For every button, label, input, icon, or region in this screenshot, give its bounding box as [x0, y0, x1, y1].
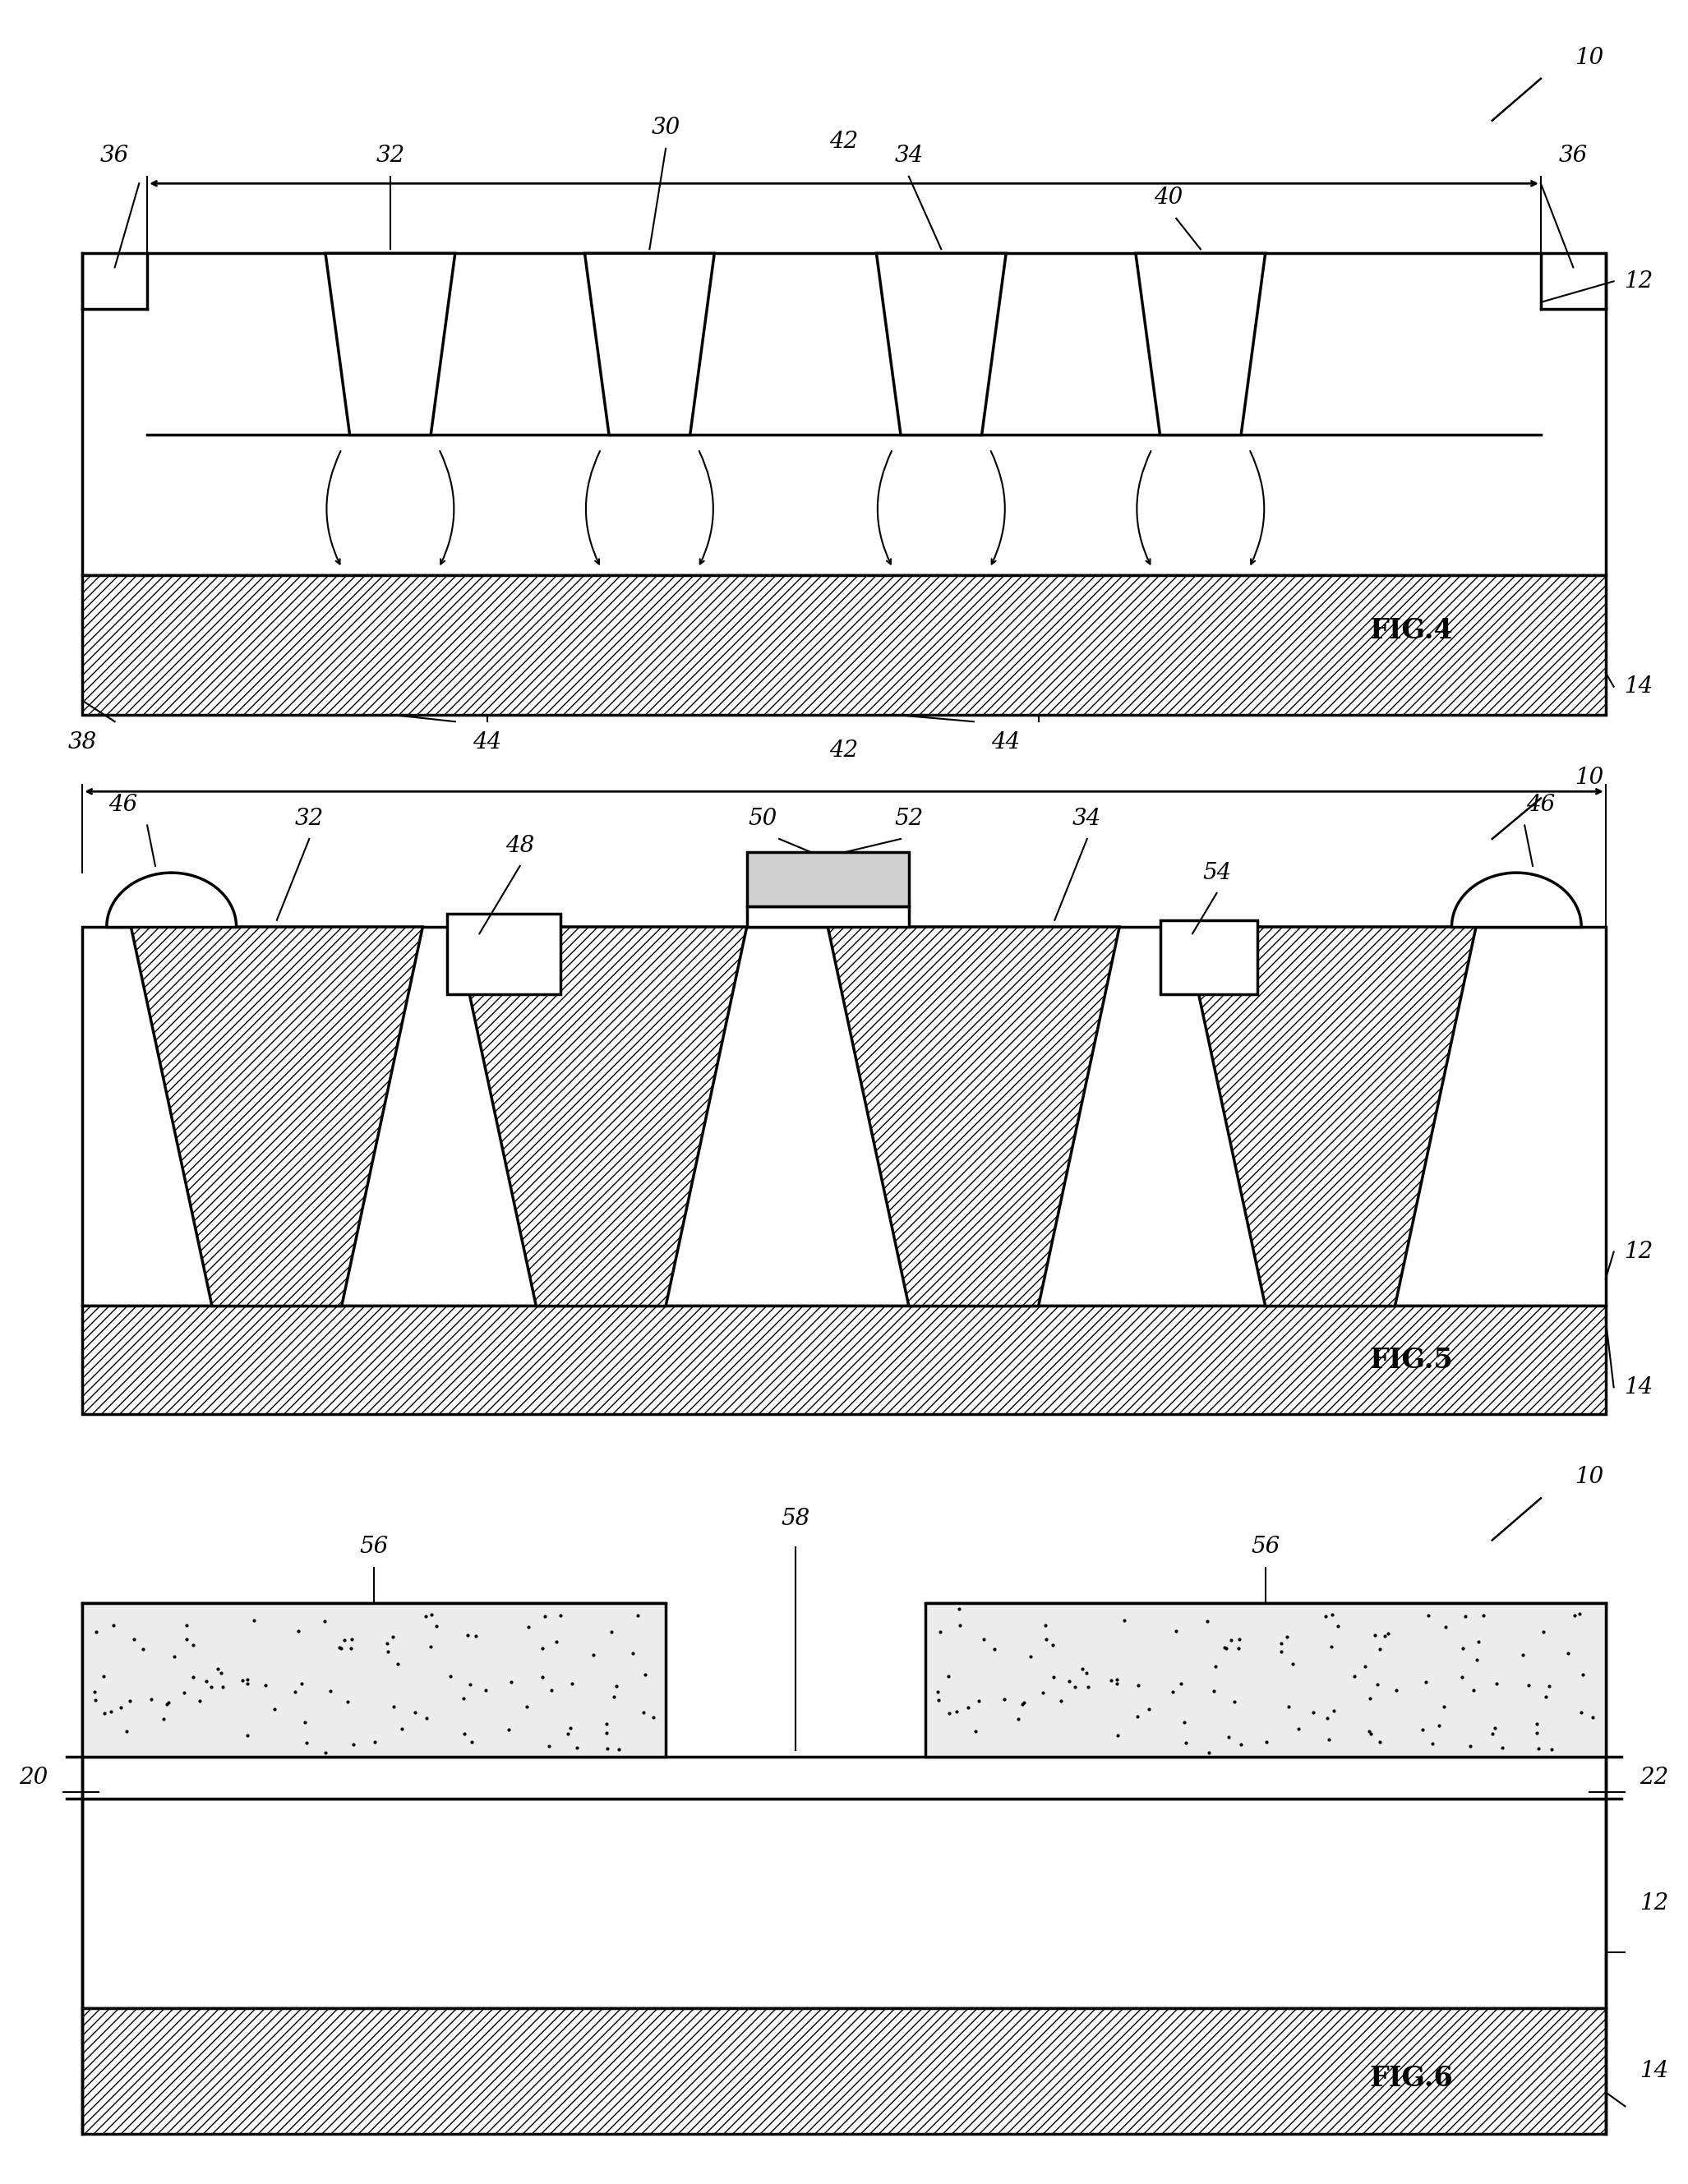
Text: 56: 56	[1251, 1535, 1280, 1557]
Text: 10: 10	[1575, 1465, 1604, 1487]
Text: 50: 50	[748, 808, 778, 830]
Text: 10: 10	[1575, 767, 1604, 788]
Text: 32: 32	[376, 144, 405, 166]
Text: 14: 14	[1639, 2060, 1669, 2081]
Text: 10: 10	[1575, 46, 1604, 68]
Polygon shape	[827, 926, 1119, 1306]
Bar	[83, 1800, 1605, 2009]
Bar	[83, 1603, 665, 1756]
Text: 36: 36	[1558, 144, 1588, 166]
Text: 34: 34	[895, 144, 923, 166]
Polygon shape	[1452, 874, 1582, 926]
Text: FIG.4: FIG.4	[1369, 618, 1453, 644]
Text: 12: 12	[1624, 271, 1653, 293]
Text: 22: 22	[1639, 1767, 1669, 1789]
Bar	[746, 906, 908, 926]
Text: 36: 36	[100, 144, 130, 166]
Polygon shape	[132, 926, 422, 1306]
Bar	[83, 1306, 1605, 1415]
Text: 52: 52	[895, 808, 923, 830]
Text: 14: 14	[1624, 1376, 1653, 1398]
Text: 12: 12	[1624, 1241, 1653, 1262]
Bar	[83, 253, 1605, 574]
Text: 42: 42	[829, 131, 859, 153]
Bar	[746, 852, 908, 906]
Bar	[83, 2009, 1605, 2134]
Text: 38: 38	[68, 732, 96, 753]
Text: 14: 14	[1624, 675, 1653, 697]
Polygon shape	[1136, 253, 1266, 435]
Text: 30: 30	[652, 116, 680, 138]
Text: 12: 12	[1639, 1894, 1669, 1915]
Text: 54: 54	[1202, 863, 1231, 885]
Text: 20: 20	[19, 1767, 49, 1789]
Text: 40: 40	[1153, 186, 1183, 207]
Polygon shape	[876, 253, 1006, 435]
Polygon shape	[326, 253, 456, 435]
Text: 56: 56	[360, 1535, 388, 1557]
Polygon shape	[456, 926, 746, 1306]
Polygon shape	[584, 253, 714, 435]
Text: 46: 46	[1526, 795, 1555, 817]
Text: 58: 58	[782, 1509, 810, 1531]
Polygon shape	[106, 874, 236, 926]
Text: 44: 44	[473, 732, 501, 753]
Text: 34: 34	[1072, 808, 1102, 830]
Text: FIG.6: FIG.6	[1369, 2064, 1453, 2092]
Text: 32: 32	[295, 808, 324, 830]
Bar	[1160, 919, 1258, 994]
Bar	[925, 1603, 1605, 1756]
Text: 46: 46	[108, 795, 137, 817]
Text: 42: 42	[829, 740, 859, 762]
Bar	[447, 913, 560, 994]
Bar	[83, 1756, 1605, 1800]
Text: 44: 44	[991, 732, 1021, 753]
Bar	[83, 926, 1605, 1306]
Text: 48: 48	[505, 834, 535, 856]
Bar	[83, 574, 1605, 714]
Text: FIG.5: FIG.5	[1369, 1348, 1453, 1374]
Polygon shape	[1185, 926, 1475, 1306]
